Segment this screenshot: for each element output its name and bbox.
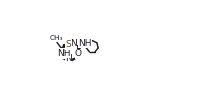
Text: N: N: [70, 39, 77, 48]
Text: NH: NH: [78, 39, 92, 48]
Text: N: N: [65, 54, 72, 63]
Text: N: N: [60, 49, 67, 58]
Text: S: S: [66, 40, 71, 50]
Text: O: O: [75, 49, 82, 58]
Text: NH: NH: [57, 49, 70, 58]
Text: CH₃: CH₃: [50, 35, 63, 41]
